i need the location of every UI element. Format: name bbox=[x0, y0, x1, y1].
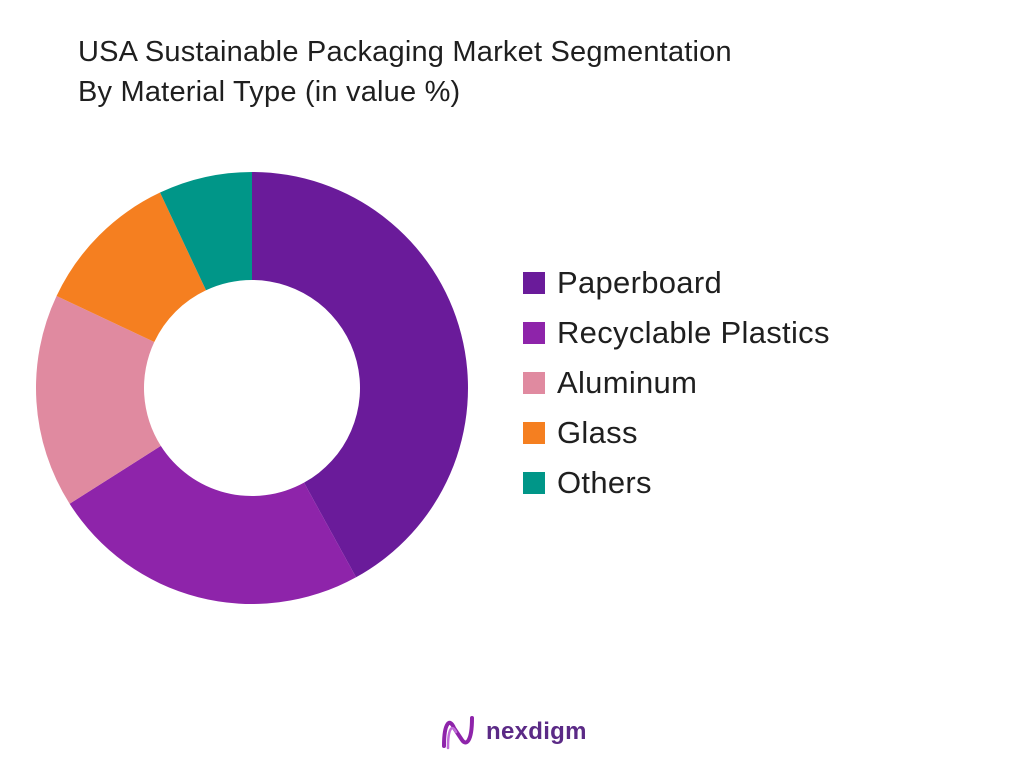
legend-label: Others bbox=[557, 465, 652, 500]
chart-subtitle: By Material Type (in value %) bbox=[78, 76, 461, 108]
legend-item: Others bbox=[523, 458, 830, 508]
donut-slice-aluminum bbox=[36, 296, 161, 504]
legend-swatch bbox=[523, 372, 545, 394]
legend-label: Paperboard bbox=[557, 265, 723, 300]
legend-item: Recyclable Plastics bbox=[523, 308, 830, 358]
chart-title-block: USA Sustainable Packaging Market Segment… bbox=[78, 32, 978, 112]
legend-label: Aluminum bbox=[557, 365, 698, 400]
donut-slice-paperboard bbox=[252, 172, 468, 578]
legend-item: Glass bbox=[523, 408, 830, 458]
donut-slice-others bbox=[160, 172, 252, 291]
logo-text: nexdigm bbox=[486, 718, 587, 745]
legend-swatch bbox=[523, 422, 545, 444]
donut-slice-glass bbox=[56, 192, 207, 343]
legend-item: Paperboard bbox=[523, 258, 830, 308]
brand-logo: nexdigm bbox=[440, 714, 587, 750]
legend-swatch bbox=[523, 272, 545, 294]
donut-slice-recyclable-plastics bbox=[69, 445, 357, 604]
legend-swatch bbox=[523, 472, 545, 494]
legend-label: Recyclable Plastics bbox=[557, 315, 830, 350]
legend-swatch bbox=[523, 322, 545, 344]
chart-legend: Paperboard Recyclable Plastics Aluminum Gla… bbox=[523, 258, 830, 508]
nexdigm-logo-icon bbox=[442, 716, 474, 750]
chart-title: USA Sustainable Packaging Market Segment… bbox=[78, 36, 732, 68]
legend-item: Aluminum bbox=[523, 358, 830, 408]
legend-label: Glass bbox=[557, 415, 638, 450]
